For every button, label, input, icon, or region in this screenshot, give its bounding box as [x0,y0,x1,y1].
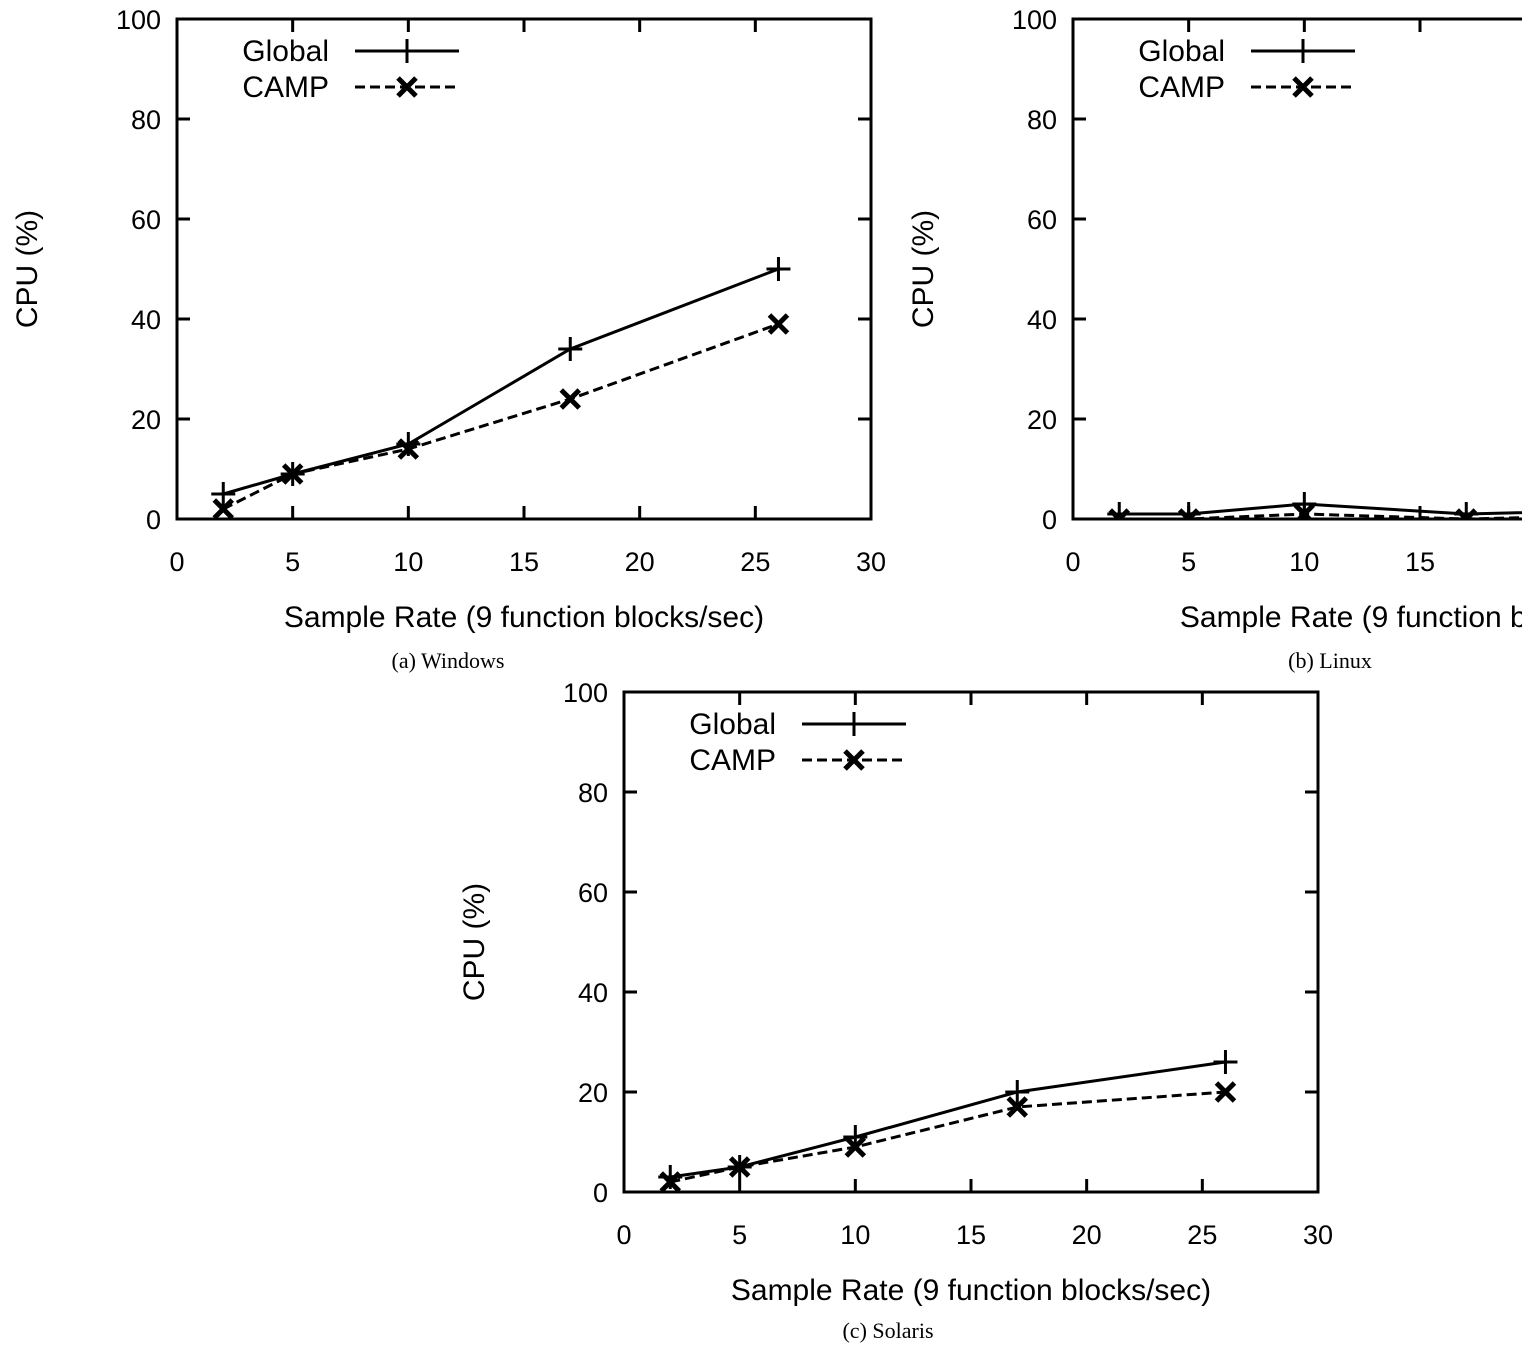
cross-marker [281,463,304,485]
y-tick-label: 80 [131,105,161,135]
cross-marker [1455,508,1478,519]
figure-caption: (b) Linux [1288,648,1372,673]
x-tick-label: 5 [732,1220,747,1250]
cross-marker [559,388,582,410]
y-tick-label: 60 [578,878,608,908]
x-tick-label: 0 [1065,547,1080,577]
figure-caption: (a) Windows [392,648,505,673]
legend-label: CAMP [1138,71,1225,104]
x-tick-label: 15 [1405,547,1435,577]
x-tick-label: 20 [1072,1220,1102,1250]
plus-marker [1291,39,1315,63]
plot-area [658,1050,1238,1192]
chart-windows: 0 20 40 60 80 100 0 5 10 15 20 25 30 Sample Rate (9 f… [11,5,886,673]
y-tick-label: 0 [593,1178,608,1208]
cross-marker [728,1156,751,1178]
series-line-global [222,267,780,496]
y-tick-label: 40 [1027,305,1057,335]
x-tick-label: 0 [169,547,184,577]
y-axis-label: CPU (%) [907,210,940,328]
x-tick-label: 30 [856,547,886,577]
x-tick-label: 5 [1181,547,1196,577]
chart-solaris: 0 20 40 60 80 100 0 5 10 15 20 25 30 Sample Rate (9 f… [458,678,1333,1343]
plot-area [1107,492,1522,519]
cross-marker [767,313,790,335]
y-tick-label: 20 [131,405,161,435]
figure-caption: (c) Solaris [842,1318,933,1343]
plus-marker [766,257,791,281]
plus-marker [558,337,583,361]
y-tick-label: 20 [578,1078,608,1108]
legend-label: Global [689,708,776,741]
cross-marker [659,1171,682,1192]
y-tick-label: 100 [116,5,161,35]
cross-marker [1177,508,1200,519]
x-tick-label: 25 [740,547,770,577]
x-tick-label: 20 [1521,547,1522,577]
x-tick-label: 15 [956,1220,986,1250]
plus-marker [842,712,866,736]
legend-label: Global [1138,35,1225,68]
plus-marker [395,39,419,63]
x-axis-label: Sample Rate (9 function blocks/sec) [284,601,764,634]
cross-marker [397,438,420,460]
y-tick-label: 20 [1027,405,1057,435]
legend-label: CAMP [242,71,329,104]
x-tick-label: 10 [393,547,423,577]
cross-marker [1292,76,1314,98]
cross-marker [844,1136,867,1158]
y-tick-label: 0 [146,505,161,535]
cross-marker [396,76,418,98]
cross-marker [843,749,865,771]
y-axis-label: CPU (%) [11,210,44,328]
x-axis-label: Sample Rate (9 function blocks/sec) [731,1274,1211,1307]
x-tick-label: 10 [1289,547,1319,577]
y-tick-label: 40 [578,978,608,1008]
y-tick-label: 0 [1042,505,1057,535]
x-tick-label: 25 [1187,1220,1217,1250]
y-tick-label: 60 [131,205,161,235]
cross-marker [1293,503,1316,519]
x-tick-label: 30 [1303,1220,1333,1250]
x-tick-label: 10 [840,1220,870,1250]
x-axis-label: Sample Rate (9 function blocks/sec) [1180,601,1522,634]
y-axis-label: CPU (%) [458,883,491,1001]
plus-marker [1213,1050,1238,1074]
series-line-camp [222,322,779,511]
y-tick-label: 40 [131,305,161,335]
x-tick-label: 20 [625,547,655,577]
cross-marker [1108,508,1131,519]
cross-marker [1214,1081,1237,1103]
plus-marker [1005,1080,1030,1104]
legend-label: CAMP [689,744,776,777]
cross-marker [212,498,235,519]
plot-area [211,257,791,519]
x-tick-label: 15 [509,547,539,577]
x-tick-label: 5 [285,547,300,577]
x-tick-label: 0 [616,1220,631,1250]
y-tick-label: 60 [1027,205,1057,235]
y-tick-label: 100 [1012,5,1057,35]
cross-marker [1006,1096,1029,1118]
y-tick-label: 80 [1027,105,1057,135]
plus-marker [211,482,236,506]
series-line-global [670,1060,1226,1179]
y-tick-label: 80 [578,778,608,808]
legend-label: Global [242,35,329,68]
y-tick-label: 100 [563,678,608,708]
series-line-camp [669,1090,1226,1184]
